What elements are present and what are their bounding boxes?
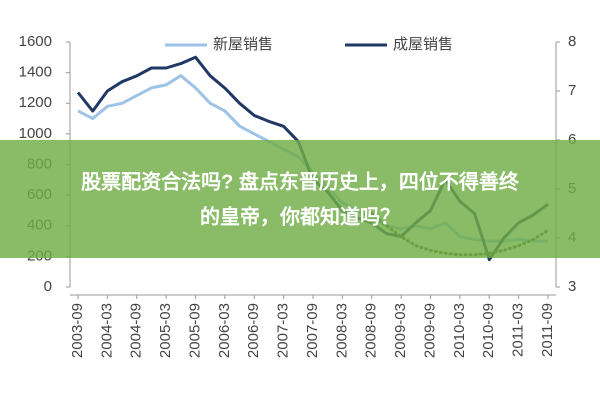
- overlay-banner: [0, 140, 600, 258]
- x-tick-label: 2008-03: [333, 303, 350, 358]
- y2-tick-label: 7: [568, 82, 576, 99]
- x-tick-label: 2007-09: [304, 303, 321, 358]
- x-tick-label: 2011-03: [510, 303, 527, 357]
- y-tick-label: 0: [44, 278, 52, 295]
- y-tick-label: 1400: [19, 64, 52, 81]
- x-tick-label: 2009-03: [392, 303, 409, 358]
- overlay-text: 股票配资合法吗? 盘点东晋历史上，四位不得善终: [81, 169, 520, 193]
- x-tick-label: 2004-09: [128, 303, 145, 358]
- x-tick-label: 2005-09: [186, 303, 203, 358]
- x-tick-label: 2010-09: [480, 303, 497, 358]
- y2-tick-label: 6: [568, 131, 576, 148]
- x-tick-label: 2003-09: [69, 303, 86, 358]
- x-tick-label: 2005-03: [157, 303, 174, 358]
- y-tick-label: 1200: [19, 94, 52, 111]
- x-tick-label: 2004-03: [98, 303, 115, 358]
- x-tick-label: 2008-09: [363, 303, 380, 358]
- legend-label: 新屋销售: [213, 36, 273, 53]
- x-tick-label: 2009-09: [421, 303, 438, 358]
- y-tick-label: 1600: [19, 33, 52, 50]
- x-tick-label: 2006-09: [245, 303, 262, 358]
- y2-tick-label: 3: [568, 278, 576, 295]
- y-tick-label: 1000: [19, 125, 52, 142]
- x-tick-label: 2011-09: [539, 303, 556, 357]
- y2-tick-label: 8: [568, 33, 576, 50]
- overlay-text: 的皇帝，你都知道吗？: [200, 204, 400, 228]
- x-tick-label: 2007-03: [275, 303, 292, 358]
- x-tick-label: 2010-03: [451, 303, 468, 358]
- x-tick-label: 2006-03: [216, 303, 233, 358]
- legend-label: 成屋销售: [393, 36, 453, 53]
